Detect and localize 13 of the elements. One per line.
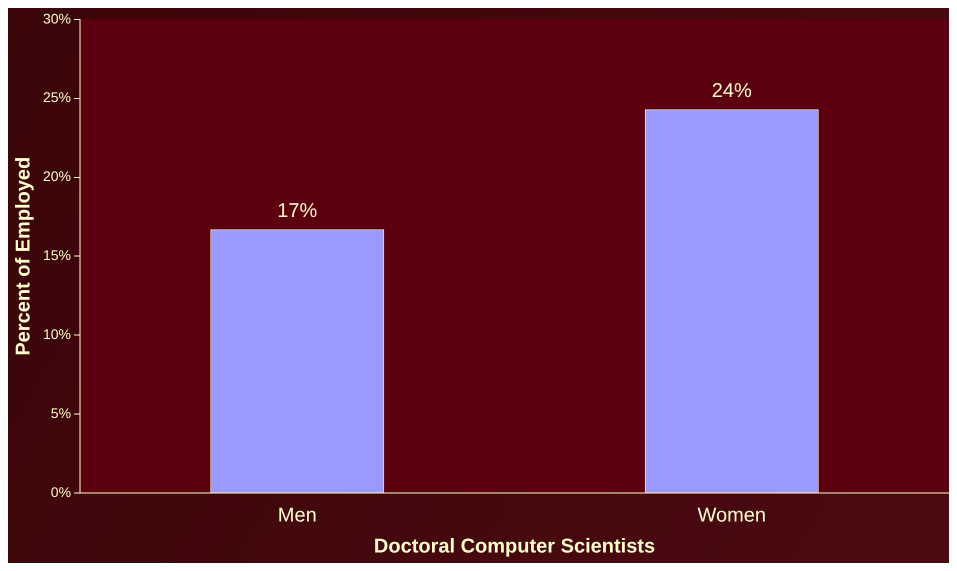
y-tick-label: 25% bbox=[42, 89, 72, 106]
y-tick-label: 10% bbox=[42, 326, 72, 342]
x-tick-label: Women bbox=[697, 504, 766, 527]
y-tick-label: 15% bbox=[42, 247, 72, 264]
data-label: 17% bbox=[277, 200, 318, 222]
x-tick-label: Men bbox=[278, 504, 317, 527]
y-tick-label: 5% bbox=[50, 404, 72, 421]
y-tick-label: 30% bbox=[42, 10, 72, 26]
y-tick-label: 20% bbox=[42, 168, 72, 184]
y-tick-label: 0% bbox=[50, 484, 72, 500]
data-label: 24% bbox=[712, 80, 752, 102]
y-axis-title: Percent of Employed bbox=[12, 156, 35, 356]
x-axis-title: Doctoral Computer Scientists bbox=[374, 536, 656, 558]
